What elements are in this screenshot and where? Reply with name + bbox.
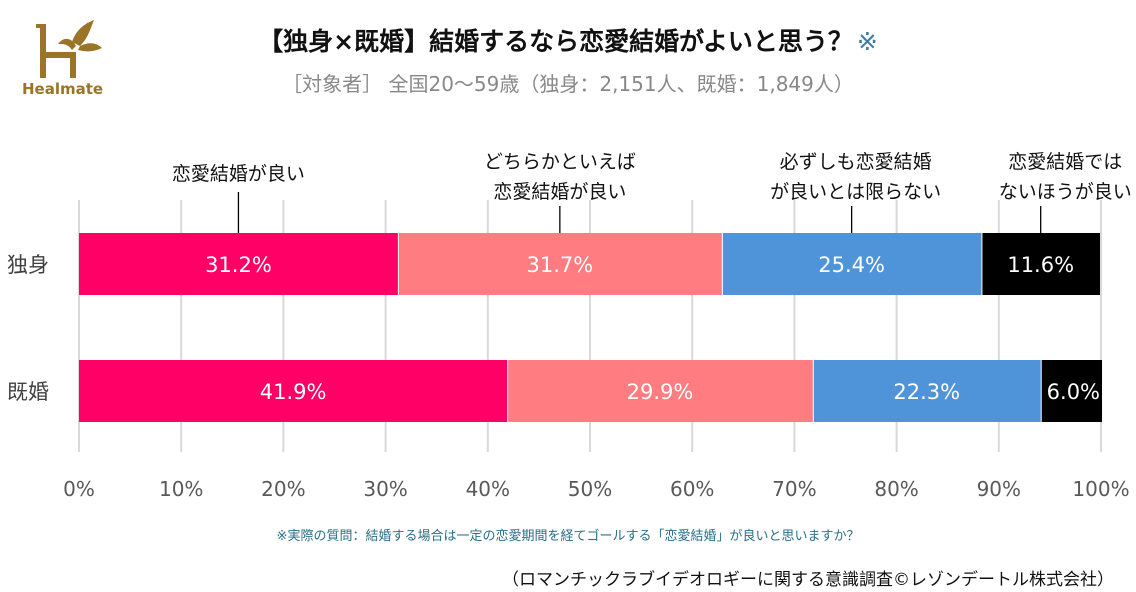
category-label: 独身 (7, 253, 49, 277)
brand-name: Healmate (22, 80, 104, 98)
source-credit: （ロマンチックラブイデオロギーに関する意識調査©レゾンデートル株式会社） (502, 570, 1114, 590)
title-note-mark: ※ (856, 27, 878, 56)
data-label: 31.2% (205, 253, 272, 277)
x-tick-label: 100% (1072, 477, 1129, 501)
x-tick-label: 40% (466, 477, 510, 501)
data-label: 22.3% (893, 380, 960, 404)
healmate-logo (14, 12, 114, 102)
footnote: ※実際の質問：結婚する場合は一定の恋愛期間を経てゴールする「恋愛結婚」が良いと思… (276, 529, 860, 544)
x-tick-label: 90% (977, 477, 1021, 501)
bar-segment (79, 233, 398, 295)
data-label: 29.9% (627, 380, 694, 404)
data-label: 31.7% (526, 253, 593, 277)
category-label: 既婚 (7, 380, 49, 404)
x-tick-label: 70% (772, 477, 816, 501)
bird-chair-icon (36, 20, 102, 78)
series-callout-label: ないほうが良い (999, 181, 1132, 203)
series-callout-label: 恋愛結婚が良い (172, 163, 305, 185)
data-label: 6.0% (1047, 380, 1100, 404)
x-tick-label: 30% (363, 477, 407, 501)
bar-segment (813, 360, 1041, 422)
bar-segment (982, 233, 1100, 295)
bar-segment (79, 360, 508, 422)
series-callout-label: 恋愛結婚では (1008, 151, 1122, 173)
series-callout-label: 必ずしも恋愛結婚 (780, 151, 932, 173)
series-callout-label: どちらかといえば (484, 151, 636, 173)
bar-segment (722, 233, 982, 295)
x-tick-label: 60% (670, 477, 714, 501)
x-tick-label: 50% (568, 477, 612, 501)
bar-segment (398, 233, 722, 295)
chart-subtitle: ［対象者］ 全国20～59歳（独身：2,151人、既婚：1,849人） (282, 72, 854, 96)
x-tick-label: 80% (874, 477, 918, 501)
data-label: 41.9% (260, 380, 327, 404)
chart-title: 【独身×既婚】結婚するなら恋愛結婚がよいと思う？ ※ (0, 22, 1136, 58)
x-tick-label: 0% (63, 477, 95, 501)
data-label: 25.4% (818, 253, 885, 277)
bar-segment (508, 360, 813, 422)
series-callout-label: が良いとは限らない (770, 181, 941, 203)
data-label: 11.6% (1007, 253, 1074, 277)
x-tick-label: 20% (261, 477, 305, 501)
series-callout-label: 恋愛結婚が良い (493, 181, 626, 203)
title-text: 【独身×既婚】結婚するなら恋愛結婚がよいと思う？ (258, 27, 853, 56)
x-tick-label: 10% (159, 477, 203, 501)
bar-segment (1041, 360, 1103, 422)
